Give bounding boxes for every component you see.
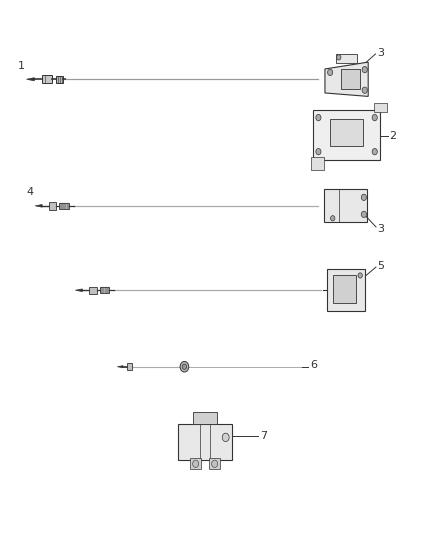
Bar bbox=[42, 75, 52, 84]
Bar bbox=[327, 269, 365, 311]
Bar bbox=[324, 190, 367, 222]
Circle shape bbox=[337, 55, 341, 60]
Bar bbox=[127, 363, 132, 370]
Polygon shape bbox=[35, 205, 42, 207]
Circle shape bbox=[328, 69, 333, 76]
Circle shape bbox=[193, 460, 199, 467]
Circle shape bbox=[372, 149, 377, 155]
Bar bbox=[60, 203, 69, 209]
Bar bbox=[190, 458, 201, 469]
Text: 3: 3 bbox=[377, 48, 384, 58]
Circle shape bbox=[316, 149, 321, 155]
Text: 5: 5 bbox=[377, 261, 384, 271]
Polygon shape bbox=[325, 62, 368, 96]
Bar bbox=[193, 412, 217, 424]
Bar bbox=[56, 76, 63, 83]
Bar bbox=[178, 424, 232, 459]
Bar bbox=[341, 69, 360, 90]
Bar bbox=[336, 54, 357, 63]
Bar bbox=[374, 103, 387, 112]
Text: 4: 4 bbox=[26, 187, 34, 197]
Circle shape bbox=[212, 460, 218, 467]
Circle shape bbox=[316, 115, 321, 121]
Circle shape bbox=[358, 273, 362, 278]
Text: 7: 7 bbox=[260, 431, 267, 441]
Circle shape bbox=[222, 433, 229, 442]
Bar bbox=[311, 157, 324, 170]
Circle shape bbox=[362, 67, 367, 73]
Circle shape bbox=[362, 87, 367, 93]
Bar bbox=[313, 110, 380, 160]
Text: 3: 3 bbox=[377, 224, 384, 234]
Polygon shape bbox=[75, 289, 82, 292]
Bar bbox=[49, 202, 57, 209]
Bar bbox=[333, 275, 356, 303]
Circle shape bbox=[180, 361, 189, 372]
Bar bbox=[89, 287, 97, 294]
Polygon shape bbox=[117, 366, 123, 368]
Text: 6: 6 bbox=[310, 360, 317, 369]
Circle shape bbox=[361, 194, 367, 200]
Bar bbox=[209, 458, 220, 469]
Circle shape bbox=[361, 211, 367, 217]
Circle shape bbox=[331, 216, 335, 221]
Bar bbox=[330, 119, 363, 146]
Circle shape bbox=[182, 364, 187, 369]
Polygon shape bbox=[27, 78, 34, 81]
Circle shape bbox=[372, 115, 377, 121]
Text: 1: 1 bbox=[18, 61, 25, 70]
Text: 2: 2 bbox=[389, 131, 396, 141]
Bar bbox=[100, 287, 109, 293]
